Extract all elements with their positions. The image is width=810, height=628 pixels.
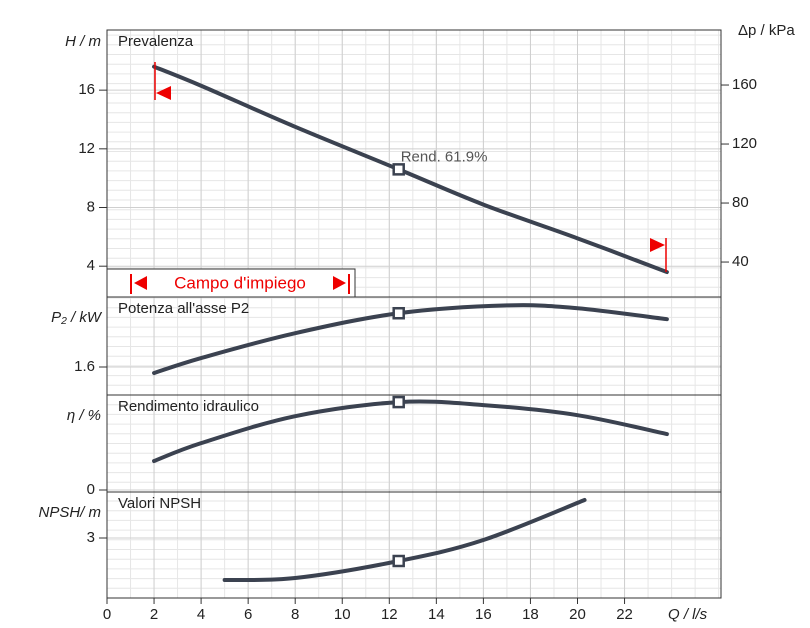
x-tick-label: 20 (569, 606, 586, 623)
range-label: Campo d'impiego (174, 273, 306, 292)
y-axis-label: η / % (67, 407, 101, 424)
range-start-arrow (156, 86, 171, 100)
y2-axis-label: Δp / kPa (738, 22, 795, 39)
range-end-arrow (650, 238, 665, 252)
operating-point (392, 306, 405, 320)
y-tick-label: 0 (87, 481, 95, 498)
y2-tick-label: 40 (732, 253, 749, 270)
x-tick-label: 12 (381, 606, 398, 623)
annotation: Rend. 61.9% (401, 148, 488, 165)
operating-point (392, 554, 405, 568)
y-tick-label: 16 (78, 81, 95, 98)
panel-title: Prevalenza (118, 33, 194, 50)
y2-tick-label: 80 (732, 194, 749, 211)
x-tick-label: 18 (522, 606, 539, 623)
y-tick-label: 12 (78, 140, 95, 157)
x-tick-label: 14 (428, 606, 445, 623)
grid (106, 30, 721, 598)
x-tick-label: 22 (616, 606, 633, 623)
y-axis-label: P₂ / kW (51, 309, 103, 326)
panel-title: Potenza all'asse P2 (118, 300, 249, 317)
y-tick-label: 8 (87, 198, 95, 215)
x-tick-label: 16 (475, 606, 492, 623)
panel-frame (106, 491, 722, 599)
x-tick-label: 4 (197, 606, 205, 623)
x-axis-label: Q / l/s (668, 606, 708, 623)
y-tick-label: 1.6 (74, 358, 95, 375)
y-tick-label: 3 (87, 529, 95, 546)
operating-point (392, 395, 405, 409)
range-box (106, 268, 356, 298)
panel-title: Valori NPSH (118, 495, 201, 512)
curve (152, 64, 669, 275)
y2-tick-label: 120 (732, 135, 757, 152)
x-tick-label: 10 (334, 606, 351, 623)
x-tick-label: 6 (244, 606, 252, 623)
range-arrow-right (333, 276, 346, 290)
panel-title: Rendimento idraulico (118, 398, 259, 415)
x-tick-label: 0 (103, 606, 111, 623)
x-tick-label: 2 (150, 606, 158, 623)
y-axis-label: NPSH/ m (38, 504, 101, 521)
y-axis-label: H / m (65, 33, 101, 50)
range-arrow-left (134, 276, 147, 290)
marks (152, 64, 669, 583)
y-tick-label: 4 (87, 257, 95, 274)
operating-point (392, 163, 405, 176)
x-tick-label: 8 (291, 606, 299, 623)
y2-tick-label: 160 (732, 76, 757, 93)
